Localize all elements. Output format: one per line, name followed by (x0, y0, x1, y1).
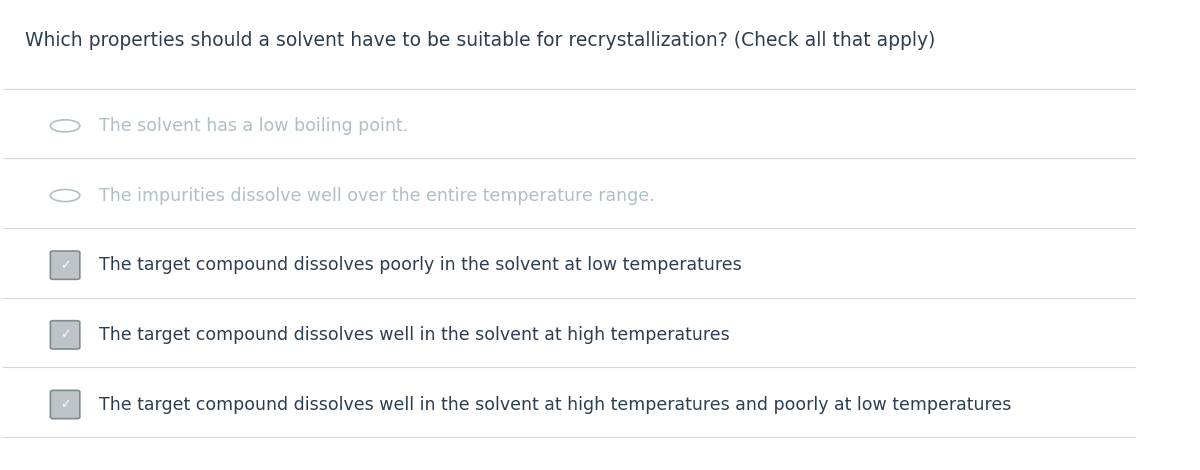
Text: Which properties should a solvent have to be suitable for recrystallization? (Ch: Which properties should a solvent have t… (25, 31, 936, 50)
FancyBboxPatch shape (50, 251, 80, 279)
Text: ✓: ✓ (60, 258, 71, 272)
Text: ✓: ✓ (60, 329, 71, 341)
FancyBboxPatch shape (50, 321, 80, 349)
FancyBboxPatch shape (50, 391, 80, 419)
Text: The target compound dissolves well in the solvent at high temperatures: The target compound dissolves well in th… (100, 326, 730, 344)
Text: The target compound dissolves well in the solvent at high temperatures and poorl: The target compound dissolves well in th… (100, 396, 1012, 414)
Text: The target compound dissolves poorly in the solvent at low temperatures: The target compound dissolves poorly in … (100, 256, 742, 274)
Text: ✓: ✓ (60, 398, 71, 411)
Text: The solvent has a low boiling point.: The solvent has a low boiling point. (100, 117, 408, 135)
Text: The impurities dissolve well over the entire temperature range.: The impurities dissolve well over the en… (100, 187, 655, 204)
